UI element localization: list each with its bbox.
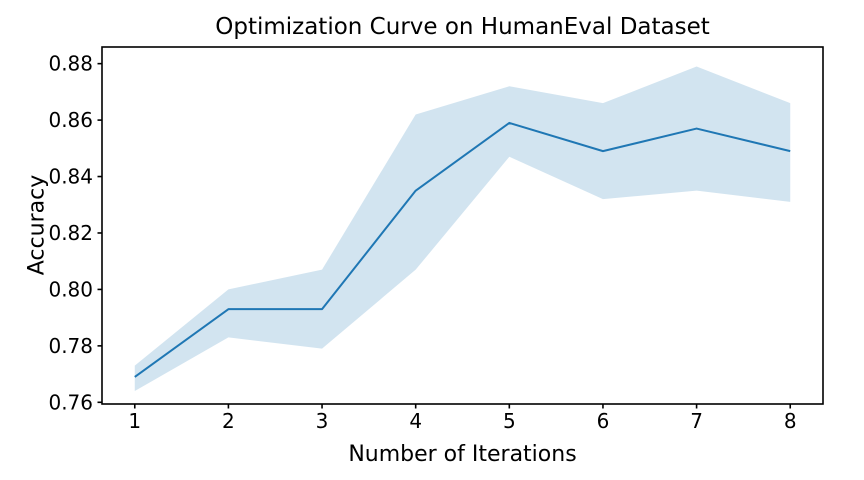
- y-axis-label: Accuracy: [24, 174, 50, 276]
- x-tick-label: 1: [128, 409, 141, 433]
- x-tick-label: 4: [409, 409, 422, 433]
- y-tick-label: 0.80: [48, 277, 93, 301]
- y-tick-label: 0.84: [48, 165, 93, 189]
- x-tick-label: 5: [503, 409, 516, 433]
- accuracy-line: [134, 121, 791, 378]
- confidence-band: [134, 66, 791, 392]
- x-tick-label: 2: [222, 409, 235, 433]
- x-tick-label: 6: [597, 409, 610, 433]
- y-tick-label: 0.76: [48, 390, 93, 414]
- y-tick-label: 0.88: [48, 52, 93, 76]
- chart-title: Optimization Curve on HumanEval Dataset: [215, 14, 710, 40]
- x-tick-label: 3: [316, 409, 329, 433]
- x-tick-label: 8: [784, 409, 797, 433]
- x-tick-label: 7: [690, 409, 703, 433]
- plot-spines: [101, 46, 824, 405]
- y-tick-label: 0.86: [48, 108, 93, 132]
- y-tick-label: 0.82: [48, 221, 93, 245]
- x-axis-label: Number of Iterations: [348, 442, 577, 467]
- y-tick-label: 0.78: [48, 334, 93, 358]
